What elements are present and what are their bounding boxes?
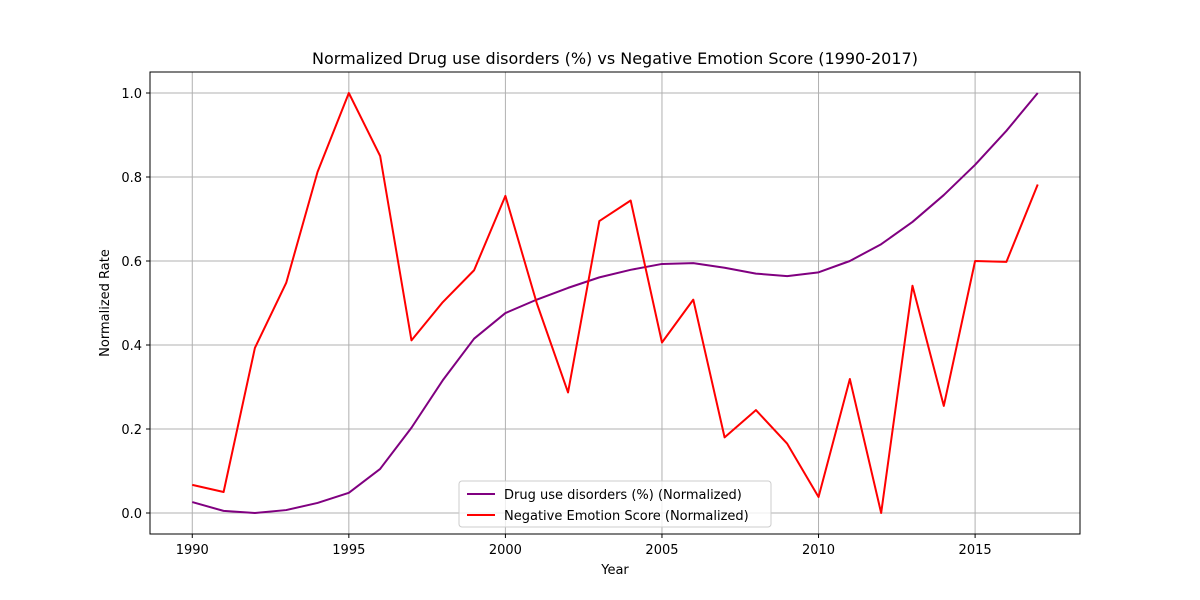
- legend-label: Drug use disorders (%) (Normalized): [504, 488, 742, 503]
- x-tick-label: 1995: [332, 543, 365, 558]
- x-tick-label: 2010: [802, 543, 835, 558]
- axis-ticks: 1990 1995 2000 2005 2010 2015 0.0 0.2 0.4 0.6 0.8 1…: [121, 87, 991, 558]
- series-line-0: [191, 92, 1039, 514]
- legend: Drug use disorders (%) (Normalized) Negat…: [458, 480, 772, 528]
- plot-frame: [149, 71, 1081, 535]
- x-tick-label: 2015: [959, 543, 992, 558]
- grid: [150, 72, 1080, 534]
- legend-box: [458, 480, 772, 528]
- y-tick-label: 0.4: [121, 339, 142, 354]
- chart-title: Normalized Drug use disorders (%) vs Neg…: [312, 49, 918, 68]
- legend-label: Negative Emotion Score (Normalized): [504, 509, 749, 524]
- y-tick-label: 1.0: [121, 87, 142, 102]
- x-tick-label: 1990: [176, 543, 209, 558]
- series-layer: [191, 92, 1039, 514]
- x-tick-label: 2000: [489, 543, 522, 558]
- x-axis-title: Year: [600, 563, 629, 578]
- y-tick-label: 0.8: [121, 171, 142, 186]
- y-tick-label: 0.6: [121, 255, 142, 270]
- y-tick-label: 0.0: [121, 507, 142, 522]
- y-tick-label: 0.2: [121, 423, 142, 438]
- x-tick-label: 2005: [645, 543, 678, 558]
- y-axis-title: Normalized Rate: [98, 249, 113, 357]
- series-line-1: [192, 92, 1039, 514]
